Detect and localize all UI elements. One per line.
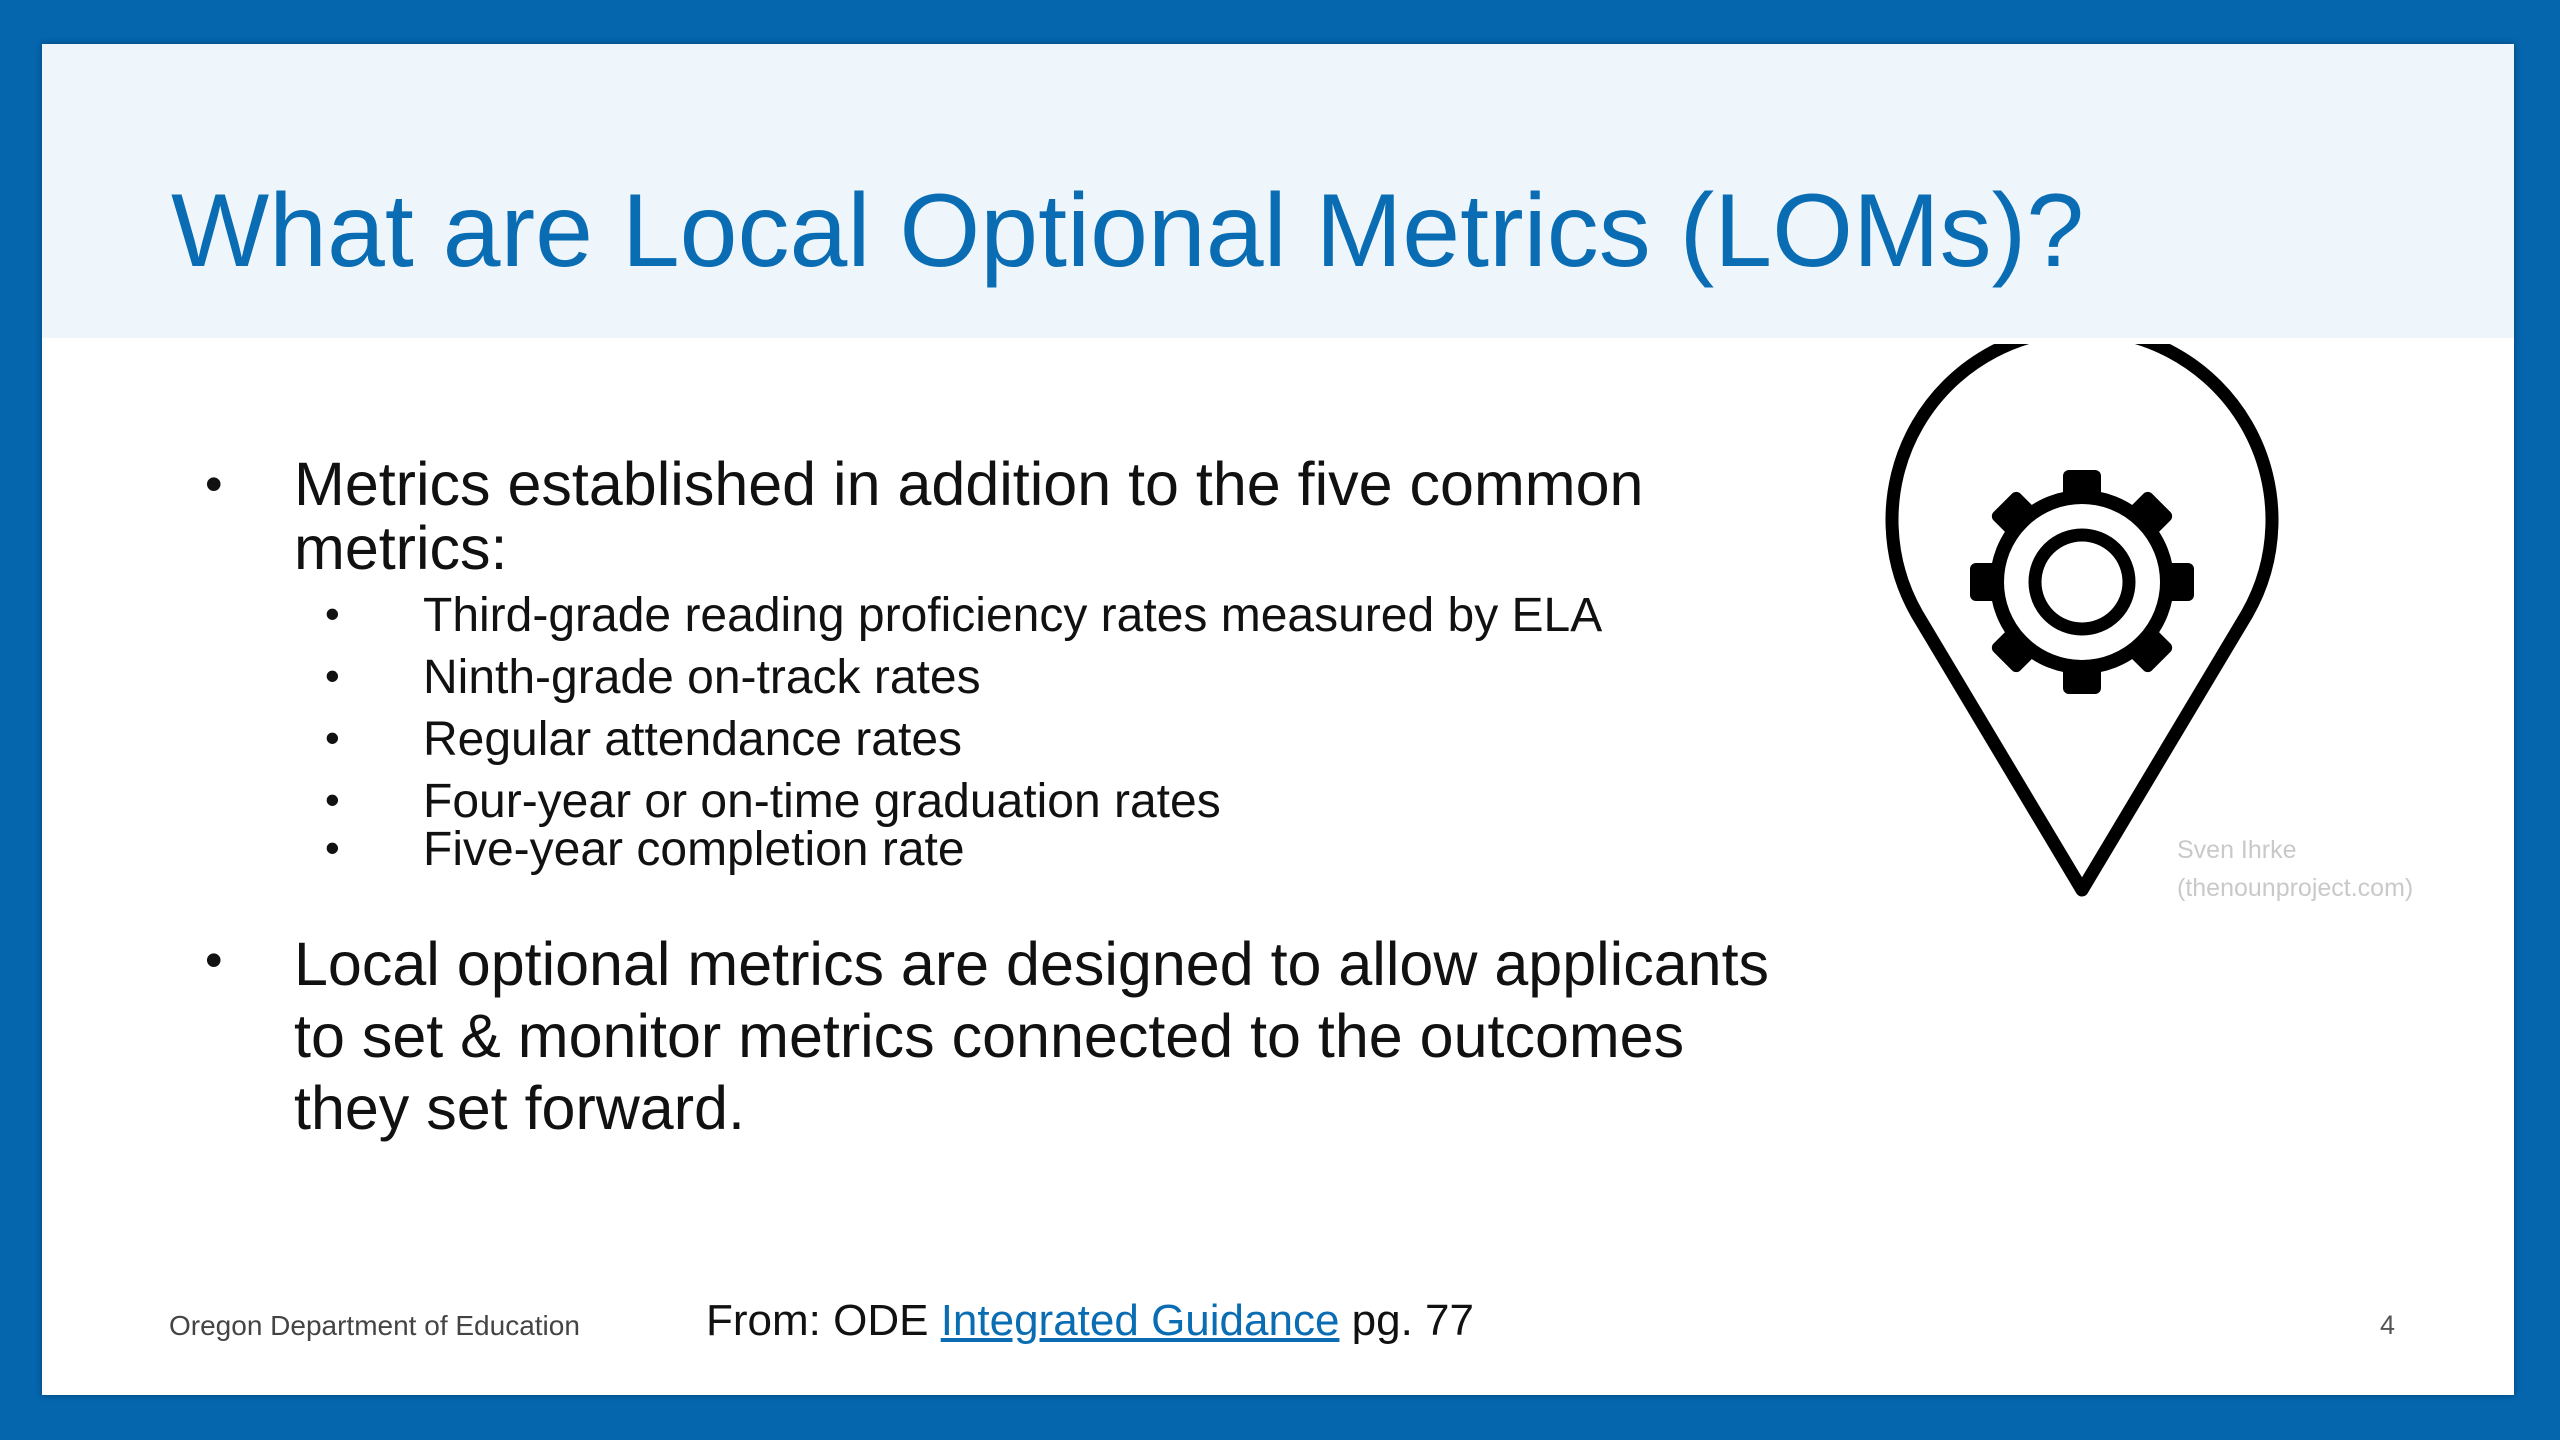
- bullet-list: • Metrics established in addition to the…: [205, 450, 1794, 1144]
- integrated-guidance-link[interactable]: Integrated Guidance: [940, 1296, 1340, 1345]
- bullet-text: Local optional metrics are designed to a…: [294, 930, 1770, 1142]
- sub-bullet-list: • Third-grade reading proficiency rates …: [294, 589, 1794, 876]
- gear-tooth: [1991, 626, 2038, 673]
- sub-bullet-text: Third-grade reading proficiency rates me…: [423, 589, 1603, 642]
- sub-bullet-item: • Ninth-grade on-track rates: [325, 651, 1794, 704]
- attribution-source: (thenounproject.com): [2177, 874, 2414, 902]
- sub-bullet-text: Ninth-grade on-track rates: [423, 651, 981, 704]
- sub-bullet-text: Regular attendance rates: [423, 713, 963, 766]
- gear-tooth: [2126, 491, 2173, 538]
- source-prefix: From: ODE: [706, 1296, 929, 1345]
- gear-tooth: [1991, 491, 2038, 538]
- source-suffix: pg. 77: [1351, 1296, 1474, 1345]
- attribution-author: Sven Ihrke: [2177, 836, 2297, 864]
- sub-bullet-item: • Five-year completion rate: [325, 823, 1794, 876]
- gear-tooth: [2063, 660, 2101, 694]
- image-attribution: Sven Ihrke (thenounproject.com): [2177, 831, 2413, 907]
- bullet-glyph: •: [325, 652, 340, 699]
- bullet-glyph: •: [325, 590, 340, 637]
- bullet-item-local-optional: • Local optional metrics are designed to…: [205, 928, 1794, 1144]
- sub-bullet-text: Four-year or on-time graduation rates: [423, 775, 1221, 828]
- sub-bullet-item: • Regular attendance rates: [325, 713, 1794, 766]
- bullet-glyph: •: [325, 776, 340, 823]
- footer-organization: Oregon Department of Education: [169, 1310, 580, 1341]
- footer-source: From: ODE Integrated Guidance pg. 77: [706, 1296, 1474, 1346]
- gear-tooth: [2126, 626, 2173, 673]
- bullet-glyph: •: [205, 932, 223, 988]
- map-pin-gear-icon: [1885, 344, 2279, 897]
- slide: What are Local Optional Metrics (LOMs)? …: [42, 44, 2514, 1395]
- gear-tooth: [2160, 563, 2194, 601]
- title-band: [42, 44, 2514, 338]
- sub-bullet-item: • Third-grade reading proficiency rates …: [325, 589, 1794, 642]
- sub-bullet-item: • Four-year or on-time graduation rates: [325, 775, 1794, 828]
- bullet-glyph: •: [325, 714, 340, 761]
- gear-icon: [1970, 470, 2194, 694]
- gear-tooth: [1970, 563, 2004, 601]
- slide-title: What are Local Optional Metrics (LOMs)?: [171, 173, 2085, 289]
- bullet-item-common-metrics: • Metrics established in addition to the…: [205, 450, 1794, 876]
- bullet-glyph: •: [325, 824, 340, 871]
- page-number: 4: [2380, 1310, 2396, 1340]
- bullet-glyph: •: [205, 456, 223, 512]
- bullet-text: Metrics established in addition to the f…: [294, 450, 1644, 582]
- gear-tooth: [2063, 470, 2101, 504]
- sub-bullet-text: Five-year completion rate: [423, 823, 965, 876]
